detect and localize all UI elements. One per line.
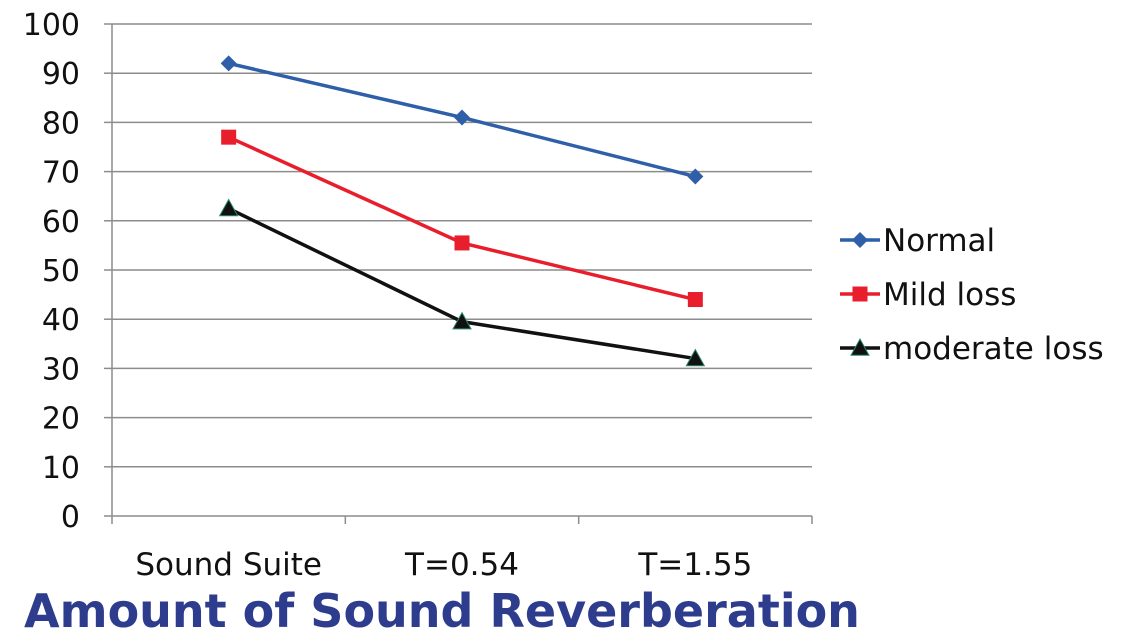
gridlines: [112, 23, 812, 468]
data-point-mild-loss: [221, 129, 237, 145]
legend: Normal Mild loss moderate loss: [840, 223, 1104, 367]
legend-marker: [850, 337, 870, 356]
y-tick-label: 100: [23, 8, 80, 43]
y-tick-labels: 0 10 20 30 40 50 60 70 80 90 100: [23, 8, 80, 535]
legend-label: Mild loss: [883, 277, 1016, 313]
legend-entry-moderate-loss: moderate loss: [840, 331, 1104, 367]
x-tick-label: T=0.54: [404, 547, 519, 583]
series-line-mild-loss: [227, 135, 696, 302]
data-point-moderate-loss: [452, 311, 472, 330]
x-tick-label: T=1.55: [637, 547, 752, 583]
legend-label: Normal: [883, 223, 995, 259]
y-tick-label: 20: [42, 402, 80, 437]
data-point-normal: [687, 168, 704, 185]
data-point-moderate-loss: [685, 348, 706, 367]
legend-label: moderate loss: [883, 331, 1104, 367]
x-axis-title: Amount of Sound Reverberation: [24, 584, 860, 632]
legend-entry-normal: Normal: [840, 223, 995, 259]
x-tick-labels: Sound Suite T=0.54 T=1.55: [135, 547, 752, 583]
y-tick-label: 0: [61, 500, 80, 535]
axes: [104, 23, 813, 524]
x-tick-label: Sound Suite: [135, 547, 322, 583]
y-tick-label: 40: [42, 303, 80, 338]
data-point-mild-loss: [687, 292, 703, 308]
data-point-normal: [220, 55, 237, 72]
y-tick-label: 30: [42, 352, 80, 387]
y-tick-label: 80: [42, 106, 80, 141]
legend-entry-mild-loss: Mild loss: [840, 277, 1016, 313]
y-tick-label: 70: [42, 156, 80, 191]
series: [218, 55, 706, 367]
legend-marker: [852, 232, 868, 248]
data-point-moderate-loss: [218, 198, 239, 217]
y-tick-label: 60: [42, 205, 80, 240]
data-point-normal: [454, 109, 470, 126]
data-point-mild-loss: [454, 235, 470, 251]
y-tick-label: 90: [42, 57, 80, 92]
y-tick-label: 50: [42, 254, 80, 289]
y-tick-label: 10: [42, 451, 80, 486]
legend-marker: [852, 286, 868, 302]
